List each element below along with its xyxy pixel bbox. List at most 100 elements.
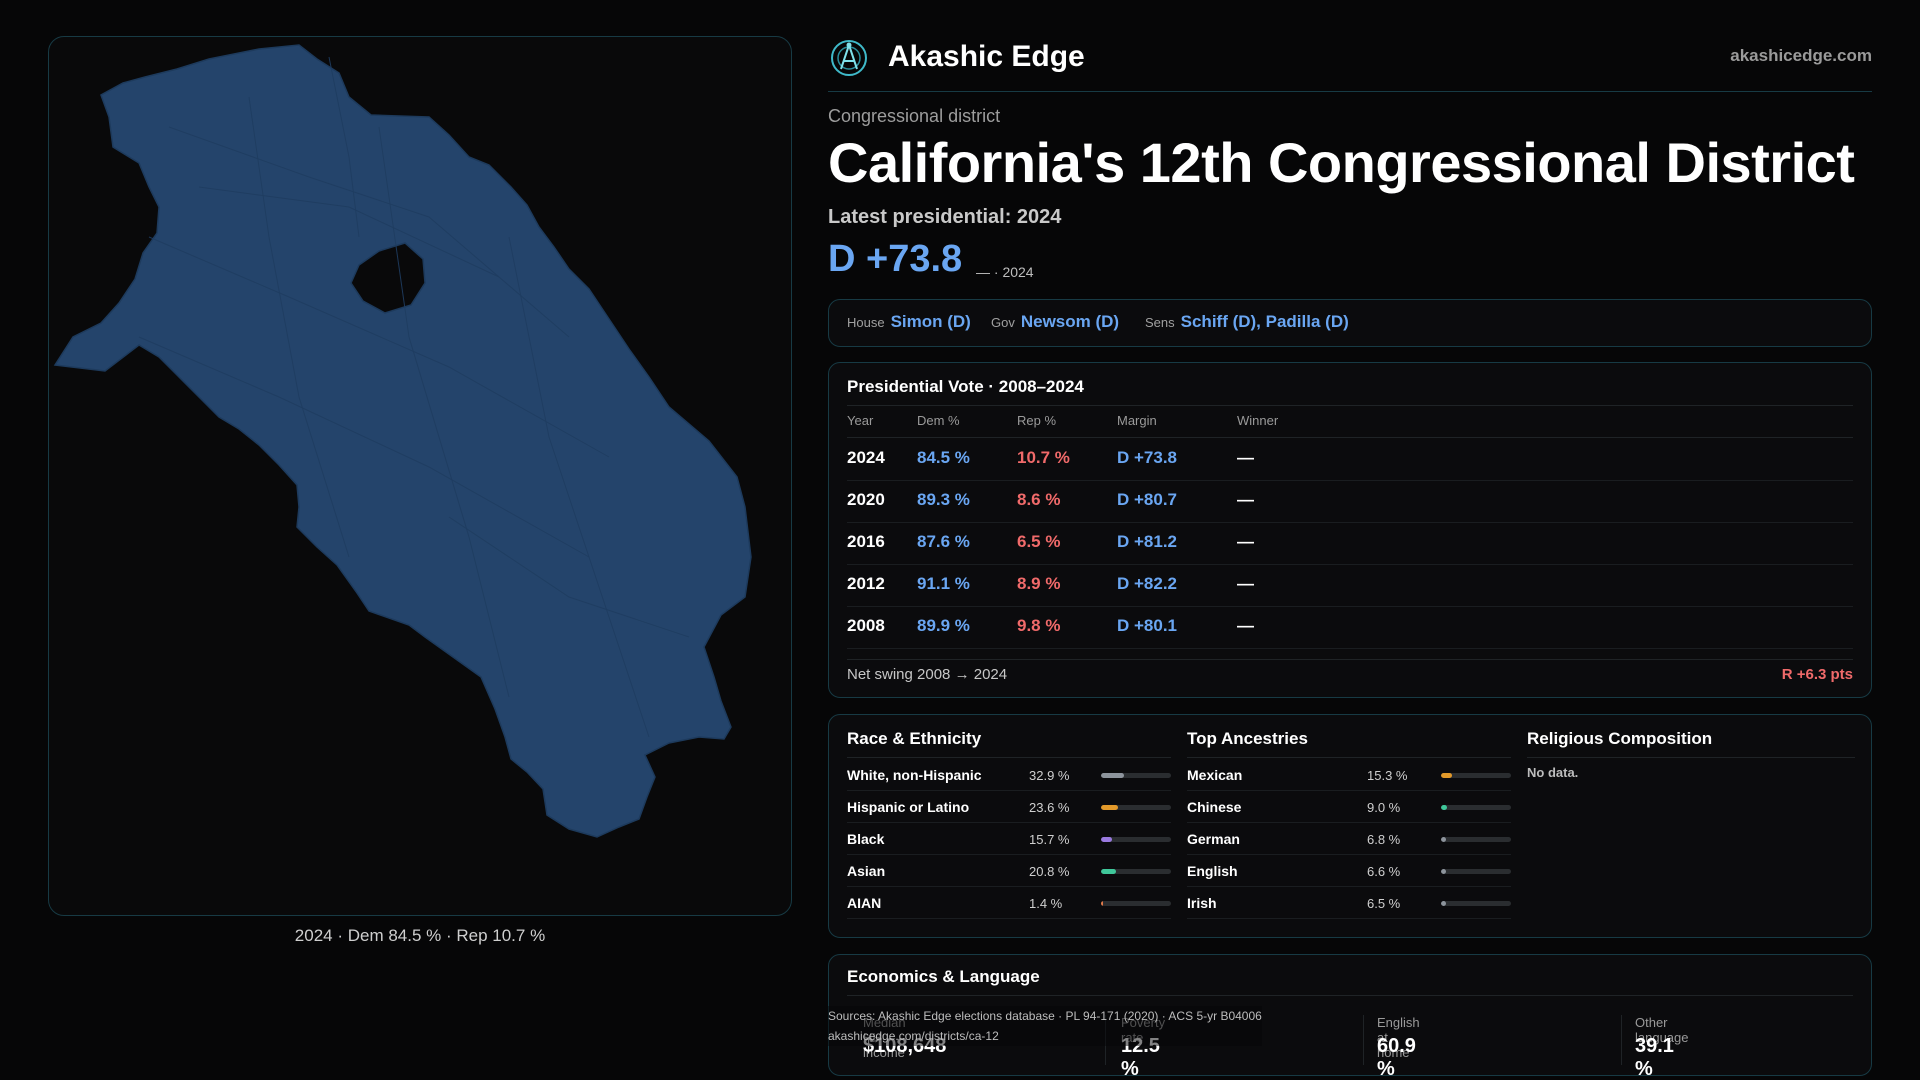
- race-row: Black 15.7 %: [847, 823, 1171, 855]
- ancestry-row: English 6.6 %: [1187, 855, 1511, 887]
- row-winner: —: [1237, 574, 1254, 593]
- race-value: 32.9 %: [1029, 768, 1070, 783]
- sources-note: Sources: Akashic Edge elections database…: [828, 1006, 1262, 1046]
- race-title: Race & Ethnicity: [847, 729, 982, 748]
- house-value[interactable]: Simon (D): [890, 312, 971, 331]
- race-bar-track: [1101, 805, 1171, 810]
- table-row[interactable]: 2016 87.6 % 6.5 % D +81.2 —: [847, 523, 1853, 565]
- ancestry-bar-track: [1441, 805, 1511, 810]
- ancestry-label: Chinese: [1187, 799, 1242, 815]
- ancestry-label: Irish: [1187, 895, 1217, 911]
- table-row[interactable]: 2008 89.9 % 9.8 % D +80.1 —: [847, 607, 1853, 649]
- race-row: Asian 20.8 %: [847, 855, 1171, 887]
- race-row: AIAN 1.4 %: [847, 887, 1171, 919]
- row-margin: D +80.1: [1117, 616, 1178, 635]
- ancestry-value: 6.5 %: [1367, 896, 1401, 911]
- ancestry-value: 15.3 %: [1367, 768, 1408, 783]
- row-year: 2016: [847, 532, 885, 551]
- ancestry-value: 9.0 %: [1367, 800, 1401, 815]
- district-url[interactable]: akashicedge.com/districts/ca-12: [828, 1029, 999, 1043]
- race-label: Hispanic or Latino: [847, 799, 970, 815]
- site-link[interactable]: akashicedge.com: [1730, 46, 1872, 65]
- stat-label: English at home: [1377, 1015, 1420, 1060]
- race-row: Hispanic or Latino 23.6 %: [847, 791, 1171, 823]
- ancestry-bar-track: [1441, 869, 1511, 874]
- ancestry-label: German: [1187, 831, 1240, 847]
- row-dem: 87.6 %: [917, 532, 970, 551]
- row-dem: 84.5 %: [917, 448, 970, 467]
- divider: [1187, 757, 1511, 758]
- race-value: 23.6 %: [1029, 800, 1070, 815]
- official-house: House Simon (D): [847, 312, 971, 332]
- house-label: House: [847, 315, 885, 330]
- race-bar: [1101, 901, 1103, 906]
- race-bar-track: [1101, 869, 1171, 874]
- ancestry-bar: [1441, 773, 1452, 778]
- net-swing-label: Net swing 2008 → 2024: [847, 666, 1008, 683]
- row-winner: —: [1237, 448, 1254, 467]
- race-label: AIAN: [847, 895, 882, 911]
- ancestry-bar-track: [1441, 837, 1511, 842]
- presidential-vote-card: Presidential Vote · 2008–2024 Year Dem %…: [828, 362, 1872, 698]
- row-margin: D +73.8: [1117, 448, 1178, 467]
- demographics-card: Race & Ethnicity White, non-Hispanic 32.9…: [828, 714, 1872, 938]
- district-map[interactable]: [48, 36, 792, 916]
- row-rep: 8.9 %: [1017, 574, 1061, 593]
- ancestry-value: 6.6 %: [1367, 864, 1401, 879]
- table-row[interactable]: 2012 91.1 % 8.9 % D +82.2 —: [847, 565, 1853, 607]
- divider: [1527, 757, 1855, 758]
- page-title: California's 12th Congressional District: [828, 131, 1855, 194]
- race-bar-track: [1101, 837, 1171, 842]
- table-row[interactable]: 2024 84.5 % 10.7 % D +73.8 —: [847, 439, 1853, 481]
- race-bar: [1101, 837, 1112, 842]
- header-margin: Margin: [1117, 413, 1157, 428]
- row-year: 2024: [847, 448, 885, 467]
- latest-margin: D +73.8: [828, 238, 963, 280]
- row-dem: 91.1 %: [917, 574, 970, 593]
- divider: [847, 437, 1853, 438]
- divider: [847, 995, 1853, 996]
- akashic-logo-icon[interactable]: [830, 39, 868, 77]
- race-bar: [1101, 869, 1116, 874]
- ancestry-row: Irish 6.5 %: [1187, 887, 1511, 919]
- header-rep: Rep %: [1017, 413, 1057, 428]
- table-row[interactable]: 2020 89.3 % 8.6 % D +80.7 —: [847, 481, 1853, 523]
- district-kicker: Congressional district: [828, 106, 1001, 126]
- brand-name[interactable]: Akashic Edge: [888, 40, 1085, 73]
- latest-presidential-label: Latest presidential: 2024: [828, 206, 1062, 228]
- ancestry-label: English: [1187, 863, 1238, 879]
- race-bar-track: [1101, 901, 1171, 906]
- religion-title: Religious Composition: [1527, 729, 1713, 748]
- race-bar-track: [1101, 773, 1171, 778]
- race-bar: [1101, 805, 1118, 810]
- ancestry-label: Mexican: [1187, 767, 1243, 783]
- ancestry-value: 6.8 %: [1367, 832, 1401, 847]
- presidential-title: Presidential Vote · 2008–2024: [847, 377, 1084, 396]
- race-value: 20.8 %: [1029, 864, 1070, 879]
- row-winner: —: [1237, 616, 1254, 635]
- race-bar: [1101, 773, 1125, 778]
- ancestry-row: German 6.8 %: [1187, 823, 1511, 855]
- race-label: Asian: [847, 863, 886, 879]
- religion-empty: No data.: [1527, 765, 1579, 780]
- row-year: 2008: [847, 616, 885, 635]
- gov-label: Gov: [991, 315, 1015, 330]
- header-dem: Dem %: [917, 413, 960, 428]
- gov-value[interactable]: Newsom (D): [1020, 312, 1120, 331]
- header-winner: Winner: [1237, 413, 1279, 428]
- ancestry-bar: [1441, 869, 1446, 874]
- ancestry-row: Mexican 15.3 %: [1187, 759, 1511, 791]
- official-gov: Gov Newsom (D): [991, 312, 1119, 332]
- ancestry-bar-track: [1441, 901, 1511, 906]
- net-swing-value: R +6.3 pts: [1781, 666, 1853, 683]
- sens-value[interactable]: Schiff (D), Padilla (D): [1180, 312, 1349, 331]
- row-rep: 6.5 %: [1017, 532, 1061, 551]
- divider: [847, 405, 1853, 406]
- divider: [847, 757, 1171, 758]
- race-value: 1.4 %: [1029, 896, 1063, 911]
- race-row: White, non-Hispanic 32.9 %: [847, 759, 1171, 791]
- divider: [1621, 1015, 1622, 1065]
- ancestry-bar: [1441, 837, 1446, 842]
- row-rep: 9.8 %: [1017, 616, 1061, 635]
- sens-label: Sens: [1145, 315, 1175, 330]
